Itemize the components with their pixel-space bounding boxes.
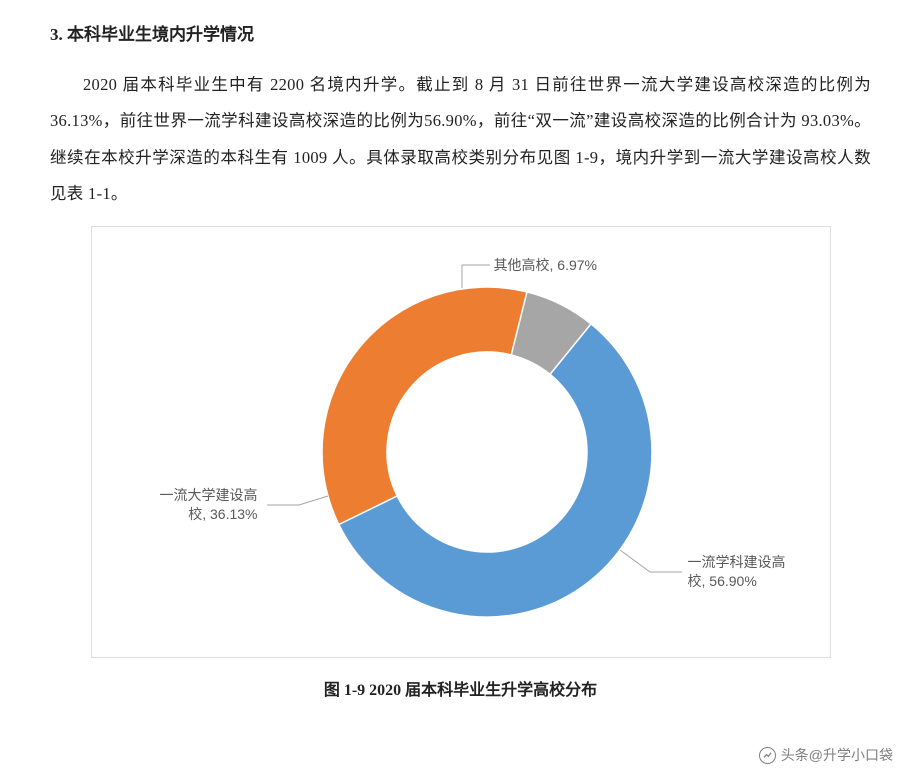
slice-label-university: 一流大学建设高 校, 36.13% — [160, 486, 258, 524]
watermark-text: 头条@升学小口袋 — [781, 745, 893, 765]
chart-caption: 图 1-9 2020 届本科毕业生升学高校分布 — [50, 676, 871, 700]
donut-chart-frame: 其他高校, 6.97% 一流学科建设高 校, 56.90% 一流大学建设高 校,… — [91, 226, 831, 658]
slice-label-discipline-line1: 一流学科建设高 — [688, 554, 786, 570]
slice-label-university-line2: 校, 36.13% — [188, 506, 257, 522]
leader-line-left — [92, 227, 832, 659]
section-title: 3. 本科毕业生境内升学情况 — [50, 20, 871, 45]
watermark-icon — [759, 747, 776, 764]
slice-label-other: 其他高校, 6.97% — [494, 256, 597, 275]
slice-label-discipline-line2: 校, 56.90% — [688, 573, 757, 589]
slice-label-university-line1: 一流大学建设高 — [160, 487, 258, 503]
watermark: 头条@升学小口袋 — [759, 745, 893, 765]
slice-label-discipline: 一流学科建设高 校, 56.90% — [688, 553, 786, 591]
body-paragraph: 2020 届本科毕业生中有 2200 名境内升学。截止到 8 月 31 日前往世… — [50, 67, 871, 212]
